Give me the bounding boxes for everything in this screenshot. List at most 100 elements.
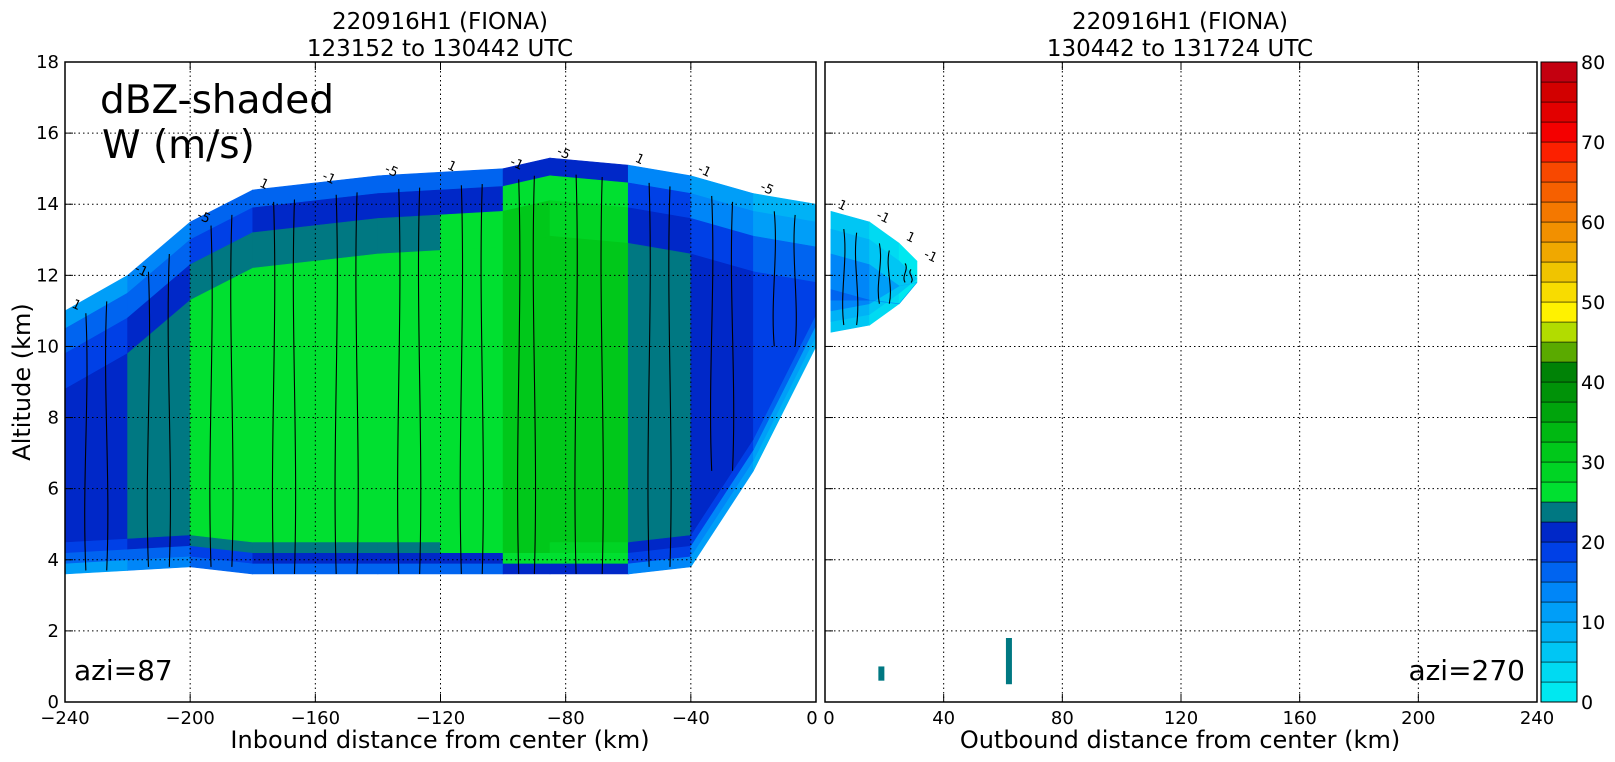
- left-y-ticks: 0 2 4 6 8 10 12 14 16 18: [36, 52, 73, 713]
- left-contour-label: -5: [758, 180, 776, 199]
- left-title-line2: 123152 to 130442 UTC: [307, 36, 573, 62]
- left-w-contour: [730, 201, 735, 471]
- left-title-line1: 220916H1 (FIONA): [332, 9, 548, 35]
- right-contour-label: -1: [874, 208, 892, 227]
- right-w-contour: [854, 232, 859, 326]
- colorbar-bin: [1540, 321, 1578, 343]
- right-plot-area: 1-11-1: [830, 197, 1012, 685]
- colorbar-bin: [1540, 161, 1578, 183]
- right-azimuth-label: azi=270: [1408, 654, 1525, 687]
- left-y-tick-label: 16: [36, 123, 59, 144]
- right-w-contour: [903, 263, 907, 283]
- left-y-tick-label: 12: [36, 265, 59, 286]
- left-w-contour: [230, 214, 234, 567]
- right-x-tick-label: 120: [1164, 708, 1198, 729]
- left-y-axis-label: Altitude (km): [8, 303, 36, 460]
- right-x-tick-label: 0: [823, 708, 834, 729]
- colorbar-bin: [1540, 601, 1578, 623]
- colorbar-bin: [1540, 481, 1578, 503]
- left-w-contour: [647, 182, 651, 567]
- colorbar-bin: [1540, 441, 1578, 463]
- left-w-contour: [209, 225, 213, 567]
- left-w-contour: [600, 176, 604, 575]
- left-w-contour: [480, 184, 484, 575]
- left-echo-segment: [440, 246, 504, 543]
- left-w-contour: [167, 253, 172, 567]
- left-y-tick-label: 4: [48, 550, 59, 571]
- colorbar: 0 10 20 30 40 50 60 70 80: [1540, 52, 1605, 714]
- left-echo-segment: [502, 235, 551, 543]
- colorbar-bin: [1540, 341, 1578, 363]
- right-w-contour: [909, 269, 913, 283]
- colorbar-bin: [1540, 281, 1578, 303]
- left-contour-label: -1: [320, 169, 338, 188]
- left-x-tick-label: −200: [165, 708, 214, 729]
- colorbar-bin: [1540, 201, 1578, 223]
- left-contour-label: -1: [132, 261, 150, 280]
- left-w-contour: [271, 201, 276, 575]
- left-x-tick-label: 0: [806, 708, 817, 729]
- left-x-tick-label: −80: [547, 708, 585, 729]
- colorbar-bin: [1540, 521, 1578, 543]
- left-x-tick-label: −40: [672, 708, 710, 729]
- right-echo-speckle: [1005, 638, 1012, 685]
- left-contour-label: -5: [194, 208, 212, 227]
- colorbar-tick-label: 20: [1581, 532, 1605, 554]
- right-echo-segment: [898, 282, 918, 304]
- colorbar-bins: [1540, 61, 1578, 703]
- left-w-contour: [105, 301, 109, 571]
- left-w-contour: [292, 199, 297, 575]
- left-x-axis-label: Inbound distance from center (km): [230, 726, 649, 754]
- right-x-tick-label: 160: [1282, 708, 1316, 729]
- colorbar-bin: [1540, 421, 1578, 443]
- colorbar-bin: [1540, 141, 1578, 163]
- right-w-contour: [842, 229, 846, 326]
- colorbar-bin: [1540, 241, 1578, 263]
- left-y-tick-label: 14: [36, 194, 59, 215]
- left-y-tick-label: 2: [48, 621, 59, 642]
- right-contour-label: 1: [903, 229, 917, 246]
- left-panel: 220916H1 (FIONA) 123152 to 130442 UTC 1 -…: [8, 9, 818, 754]
- left-w-contour: [574, 174, 578, 575]
- right-grid: [825, 62, 1537, 702]
- colorbar-bin: [1540, 661, 1578, 683]
- right-title-line2: 130442 to 131724 UTC: [1047, 36, 1313, 62]
- colorbar-frame: [1540, 61, 1578, 703]
- left-annotation-line2: W (m/s): [102, 123, 255, 168]
- left-y-tick-label: 10: [36, 336, 59, 357]
- left-x-tick-label: −160: [291, 708, 340, 729]
- colorbar-bin: [1540, 501, 1578, 523]
- colorbar-tick-label: 0: [1581, 692, 1593, 714]
- left-echo-segment: [315, 253, 379, 543]
- left-w-contour: [710, 195, 714, 471]
- left-w-contour: [146, 271, 151, 567]
- colorbar-tick-label: 70: [1581, 132, 1605, 154]
- left-contour-label: -1: [695, 162, 713, 181]
- left-w-contour: [459, 185, 464, 575]
- colorbar-bin: [1540, 461, 1578, 483]
- right-x-tick-label: 40: [932, 708, 955, 729]
- colorbar-bin: [1540, 681, 1578, 703]
- colorbar-bin: [1540, 221, 1578, 243]
- right-x-tick-label: 240: [1520, 708, 1554, 729]
- colorbar-tick-label: 50: [1581, 292, 1605, 314]
- right-w-contour: [887, 250, 891, 304]
- left-echo-segment: [549, 235, 629, 543]
- colorbar-bin: [1540, 101, 1578, 123]
- left-w-contour: [84, 313, 88, 571]
- colorbar-tick-label: 40: [1581, 372, 1605, 394]
- colorbar-tick-label: 60: [1581, 212, 1605, 234]
- left-contour-label: -5: [554, 144, 572, 163]
- left-grid: [65, 62, 816, 702]
- right-x-ticks: 0 40 80 120 160 200 240: [823, 61, 1554, 729]
- colorbar-bin: [1540, 121, 1578, 143]
- left-y-tick-label: 0: [48, 692, 59, 713]
- left-w-contour: [532, 175, 537, 575]
- left-y-tick-label: 18: [36, 52, 59, 73]
- left-w-contours: 1-1-51 -1 -5 1 -1-5 1-1-51: [69, 144, 797, 575]
- left-contour-label: 1: [633, 151, 647, 168]
- colorbar-bin: [1540, 621, 1578, 643]
- right-w-contour: [877, 243, 882, 304]
- right-title-line1: 220916H1 (FIONA): [1072, 9, 1288, 35]
- left-azimuth-label: azi=87: [74, 654, 173, 687]
